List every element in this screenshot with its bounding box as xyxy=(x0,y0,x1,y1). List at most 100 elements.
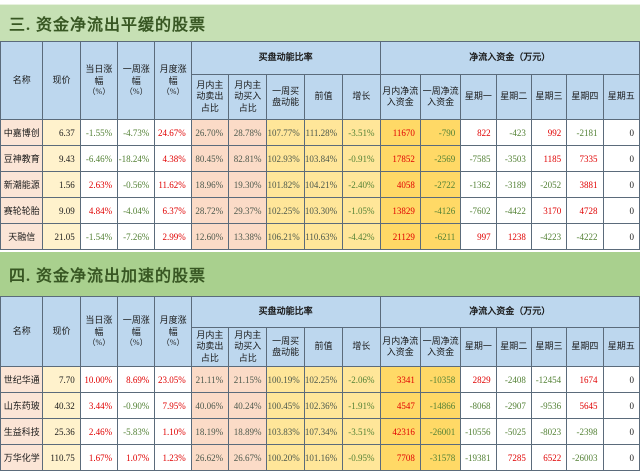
cell-buy: 19.30% xyxy=(228,171,268,198)
cell-sell: 80.45% xyxy=(190,145,230,172)
cell-momentum: 100.45% xyxy=(266,392,305,419)
cell-growth: -0.95% xyxy=(342,444,381,471)
col-header-prev-value: 前值 xyxy=(303,327,344,367)
cell-month: 23.05% xyxy=(154,366,192,393)
cell-buy: 40.24% xyxy=(228,392,268,419)
cell-buy: 13.38% xyxy=(228,223,268,250)
col-header-name: 名称 xyxy=(0,296,44,367)
cell-month: 6.37% xyxy=(154,197,192,224)
col-header-wednesday: 星期三 xyxy=(530,327,568,367)
cell-w_inflow: -31578 xyxy=(419,444,462,471)
col-header-friday: 星期五 xyxy=(602,327,640,367)
cell-wed: -12454 xyxy=(530,366,568,393)
cell-sell: 12.60% xyxy=(190,223,230,250)
section4-header: 名称 现价 当日涨幅 （%） 一周涨幅 （%） 月度涨幅 （%） 买盘动能比率 净流入… xyxy=(0,296,640,367)
cell-prev: 104.21% xyxy=(303,171,344,198)
col-header-month-change: 月度涨幅 （%） xyxy=(154,41,192,120)
cell-growth: -3.51% xyxy=(342,119,381,146)
cell-wed: 1185 xyxy=(530,145,568,172)
cell-growth: -0.91% xyxy=(342,145,381,172)
cell-buy: 82.81% xyxy=(228,145,268,172)
cell-week: -4.04% xyxy=(117,197,156,224)
cell-prev: 107.34% xyxy=(303,418,344,445)
group-header-momentum: 买盘动能比率 xyxy=(190,41,381,75)
cell-momentum: 103.83% xyxy=(266,418,305,445)
col-header-week-change: 一周涨幅 （%） xyxy=(117,296,156,367)
cell-wed: -8023 xyxy=(530,418,568,445)
cell-tue: -5025 xyxy=(495,418,532,445)
cell-buy: 21.15% xyxy=(228,366,268,393)
cell-day: 1.67% xyxy=(79,444,119,471)
cell-buy: 18.89% xyxy=(228,418,268,445)
cell-fri: 0 xyxy=(602,366,640,393)
cell-name: 天融信 xyxy=(0,223,44,250)
cell-w_inflow: -14866 xyxy=(419,392,462,419)
cell-month: 4.38% xyxy=(154,145,192,172)
report-page: 三. 资金净流出平缓的股票 名称 现价 当日涨幅 （%） 一周涨幅 （%） 月度涨幅… xyxy=(0,4,640,471)
cell-price: 110.75 xyxy=(42,444,81,471)
cell-momentum: 100.20% xyxy=(266,444,305,471)
group-header-inflow: 净流入资金（万元） xyxy=(379,296,640,328)
cell-price: 7.70 xyxy=(42,366,81,393)
cell-prev: 103.84% xyxy=(303,145,344,172)
cell-day: 2.46% xyxy=(79,418,119,445)
table-row: 生益科技 25.36 2.46% -5.83% 1.10% 18.19% 18.89% 103… xyxy=(0,418,640,445)
group-header-momentum: 买盘动能比率 xyxy=(190,296,381,328)
cell-day: 4.84% xyxy=(79,197,119,224)
cell-mon: 2829 xyxy=(460,366,497,393)
cell-week: -5.83% xyxy=(117,418,156,445)
cell-m_inflow: 4547 xyxy=(379,392,421,419)
col-header-day-change: 当日涨幅 （%） xyxy=(79,296,119,367)
col-header-sell-ratio: 月内主动卖出占比 xyxy=(190,327,230,367)
cell-mon: -10556 xyxy=(460,418,497,445)
cell-fri: 0 xyxy=(602,119,640,146)
col-header-week-momentum: 一周买盘动能 xyxy=(266,74,305,120)
cell-sell: 26.62% xyxy=(190,444,230,471)
cell-wed: 6522 xyxy=(530,444,568,471)
cell-month: 24.67% xyxy=(154,119,192,146)
cell-w_inflow: -10358 xyxy=(419,366,462,393)
col-header-tuesday: 星期二 xyxy=(495,327,532,367)
col-header-buy-ratio: 月内主动买入占比 xyxy=(228,74,268,120)
cell-month: 1.10% xyxy=(154,418,192,445)
cell-price: 9.43 xyxy=(42,145,81,172)
cell-momentum: 106.21% xyxy=(266,223,305,250)
cell-fri: 0 xyxy=(602,197,640,224)
table-row: 万华化学 110.75 1.67% 1.07% 1.23% 26.62% 26.67% 100… xyxy=(0,444,640,471)
cell-month: 1.23% xyxy=(154,444,192,471)
col-header-week-inflow: 一周净流入资金 xyxy=(419,74,462,120)
cell-buy: 26.67% xyxy=(228,444,268,471)
cell-price: 40.32 xyxy=(42,392,81,419)
cell-price: 9.09 xyxy=(42,197,81,224)
col-header-week-change: 一周涨幅 （%） xyxy=(117,41,156,120)
section4-title: 四. 资金净流出加速的股票 xyxy=(0,250,640,296)
cell-name: 中嘉博创 xyxy=(0,119,44,146)
cell-thu: -2181 xyxy=(566,119,604,146)
cell-price: 6.37 xyxy=(42,119,81,146)
cell-m_inflow: 42316 xyxy=(379,418,421,445)
col-header-friday: 星期五 xyxy=(602,74,640,120)
cell-wed: -2052 xyxy=(530,171,568,198)
table-row: 赛轮轮胎 9.09 4.84% -4.04% 6.37% 28.72% 29.37% 102.… xyxy=(0,197,640,224)
cell-thu: 7335 xyxy=(566,145,604,172)
cell-mon: -1362 xyxy=(460,171,497,198)
cell-fri: 0 xyxy=(602,171,640,198)
group-header-inflow: 净流入资金（万元） xyxy=(379,41,640,75)
cell-fri: 0 xyxy=(602,444,640,471)
cell-fri: 0 xyxy=(602,223,640,250)
col-header-price: 现价 xyxy=(42,296,81,367)
cell-momentum: 100.19% xyxy=(266,366,305,393)
cell-thu: 1674 xyxy=(566,366,604,393)
col-header-growth: 增长 xyxy=(342,327,381,367)
cell-month: 7.95% xyxy=(154,392,192,419)
cell-fri: 0 xyxy=(602,392,640,419)
cell-buy: 28.78% xyxy=(228,119,268,146)
col-header-price: 现价 xyxy=(42,41,81,120)
cell-tue: -2907 xyxy=(495,392,532,419)
cell-mon: 822 xyxy=(460,119,497,146)
cell-m_inflow: 17852 xyxy=(379,145,421,172)
cell-price: 21.05 xyxy=(42,223,81,250)
section3-title: 三. 资金净流出平缓的股票 xyxy=(0,4,640,41)
table-row: 新潮能源 1.56 2.63% -0.56% 11.62% 18.96% 19.30% 101… xyxy=(0,171,640,198)
cell-m_inflow: 21129 xyxy=(379,223,421,250)
